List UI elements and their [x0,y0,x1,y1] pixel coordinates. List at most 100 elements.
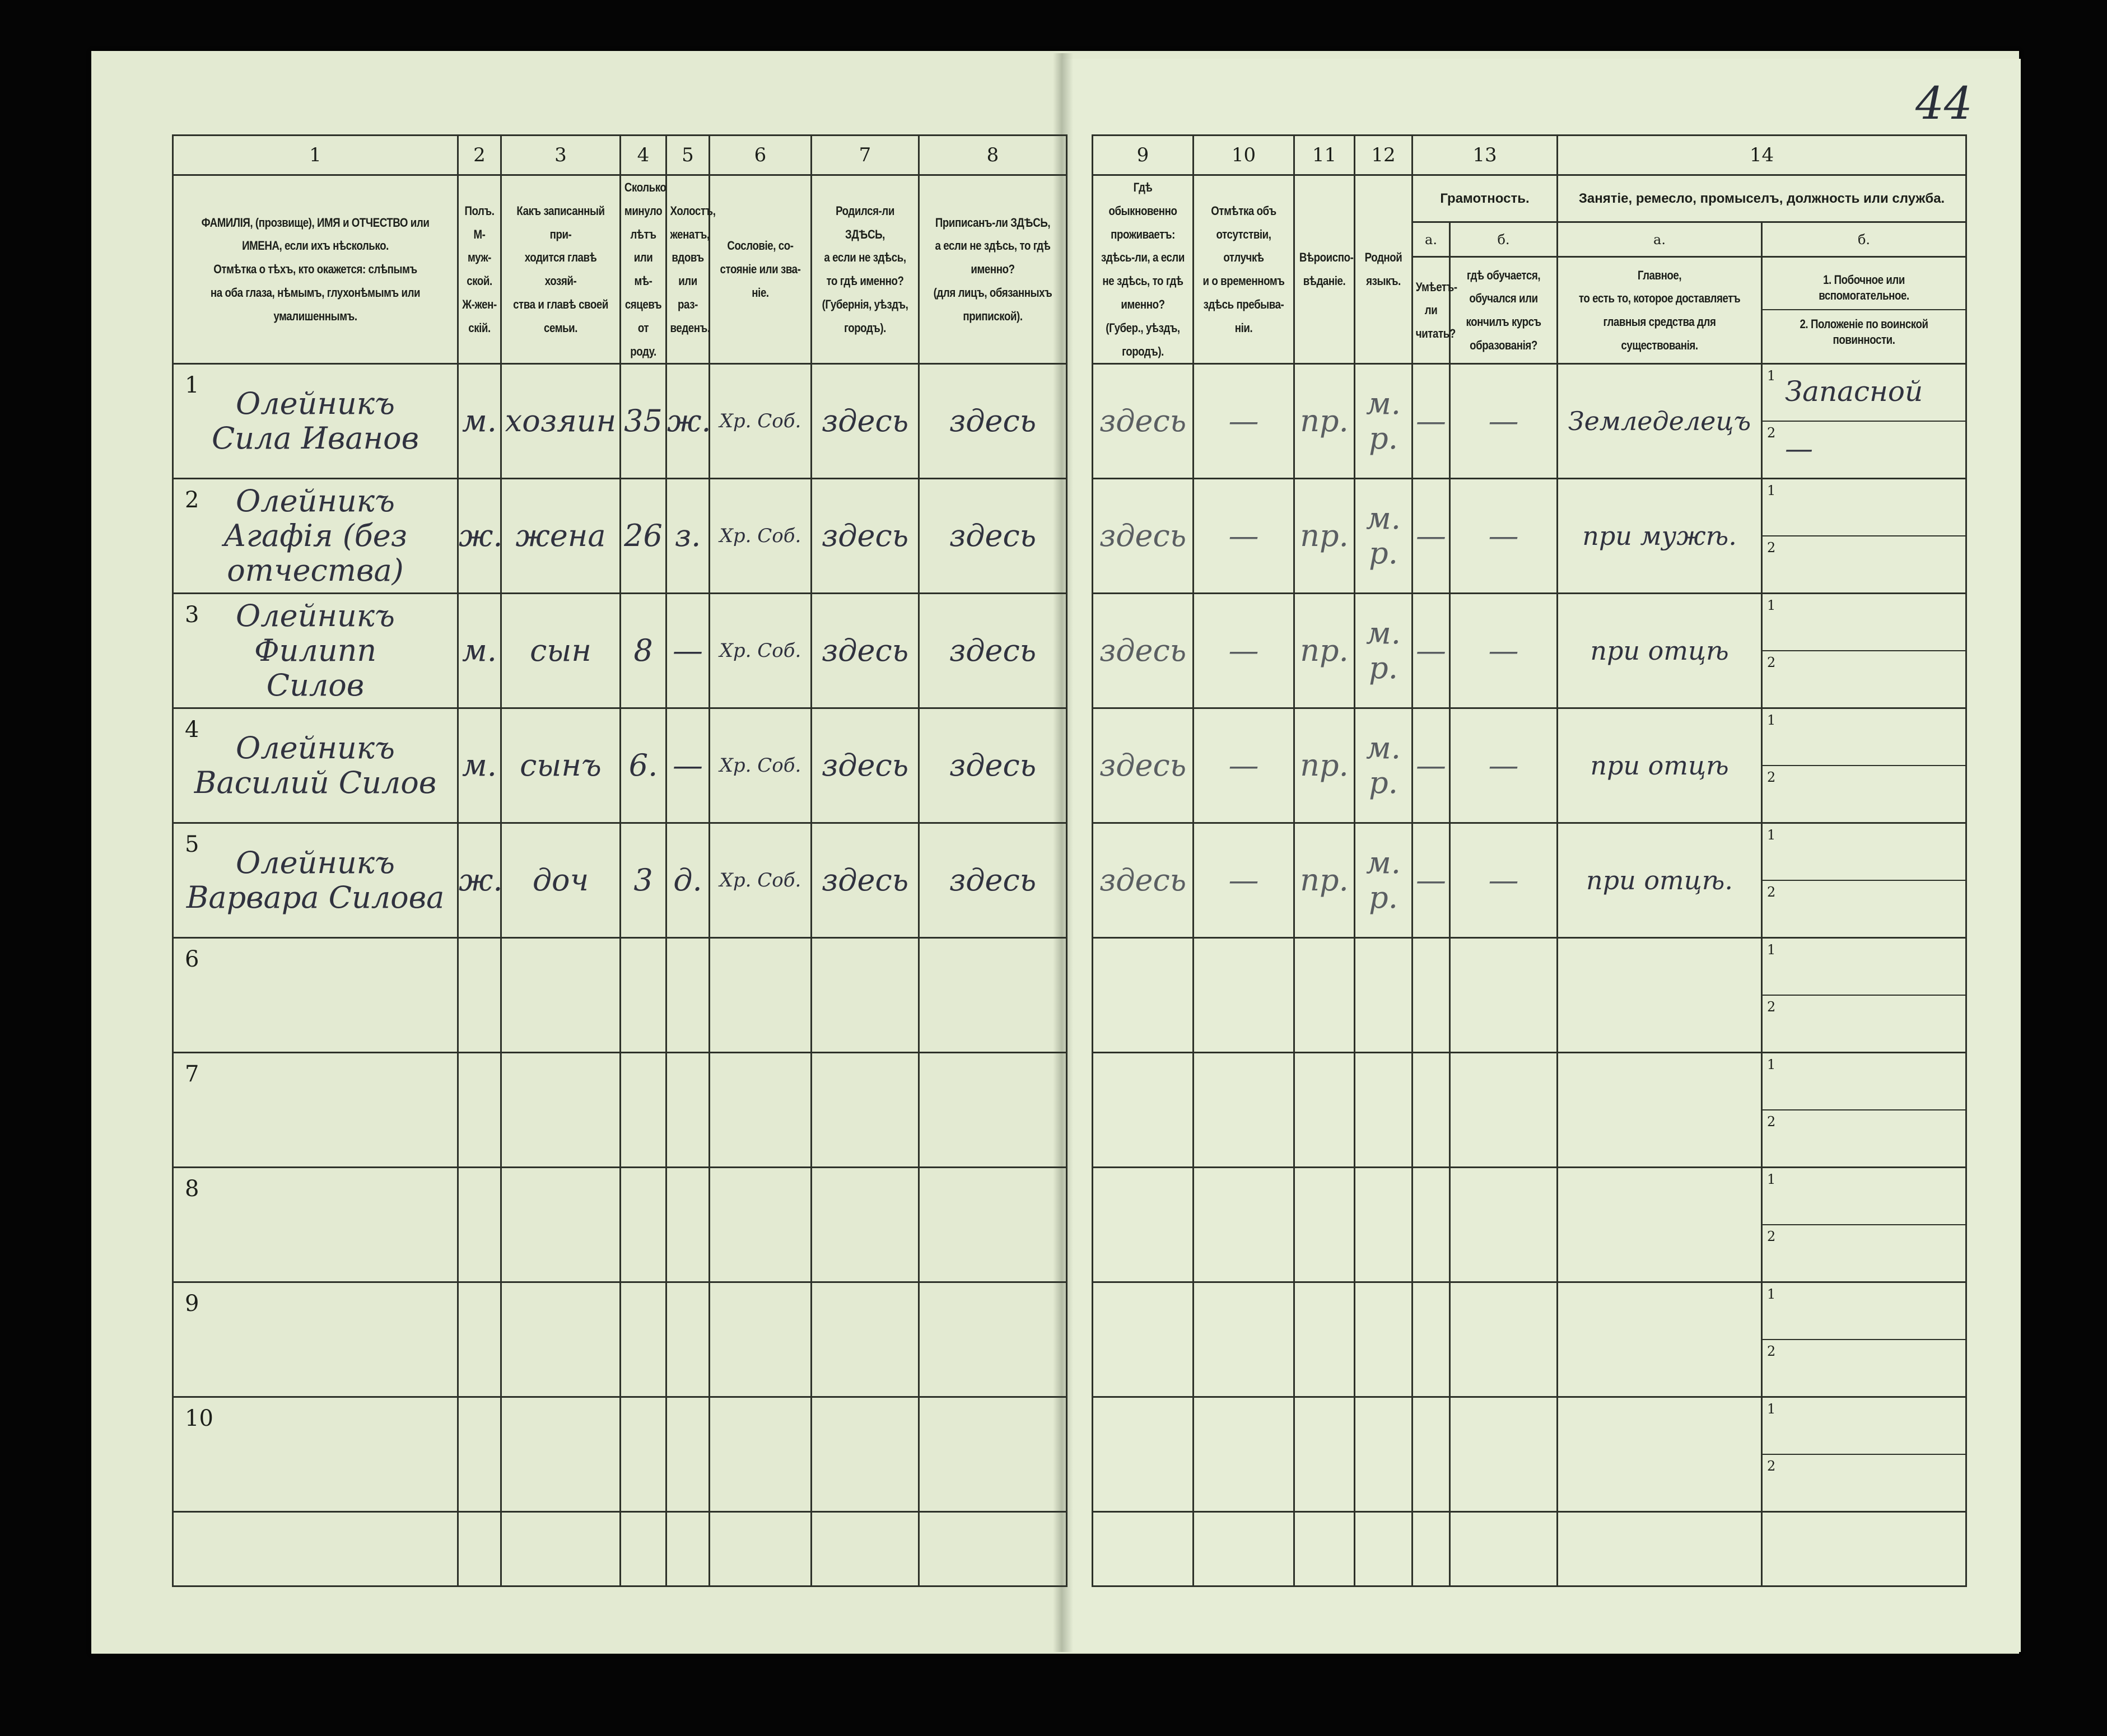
col-number: 10 [1192,134,1295,176]
cell-born [810,937,920,1054]
line-number: 2 [1767,884,1776,900]
cell-absence: — [1192,822,1295,939]
row-number: 7 [185,1061,199,1088]
cell-registered [918,1396,1068,1513]
cell-education: — [1448,363,1559,480]
cell-marital [665,1281,710,1398]
value-reads: — [1416,518,1446,554]
blank-cell [1556,1511,1763,1588]
header-military-status-box: 2. Положеніе по воинской повинности. [1763,310,1965,354]
value-registered: здесь [949,518,1037,554]
value-reads: — [1416,633,1446,669]
header-name-text: ФАМИЛІЯ, (прозвище), ИМЯ и ОТЧЕСТВО или … [201,215,430,323]
line-number: 1 [1767,712,1776,729]
value-religion: пр. [1300,518,1349,554]
cell-born: здесь [810,592,920,710]
cell-registered: здесь [918,363,1068,480]
gutter [1067,594,1093,708]
cell-age [619,1281,667,1398]
line-number: 1 [1767,1401,1776,1417]
cell-language [1354,1166,1413,1284]
blank-cell [1448,1511,1559,1588]
cell-absence [1192,1281,1295,1398]
header-absence-text: Отмѣтка объ отсутствіи, отлучкѣ и о врем… [1202,203,1285,335]
line-number: 2 [1767,425,1776,441]
value-education: — [1488,862,1519,898]
header-born: Родился-ли ЗДѢСЬ, а если не здѣсь, то гд… [810,174,920,365]
cell-registered: здесь [918,822,1068,939]
cell-sex: ж. [457,822,503,939]
value-language: м. р. [1366,501,1401,571]
row-number: 3 [185,602,199,628]
cell-age: 26 [619,478,667,595]
cell-religion: пр. [1293,707,1355,824]
header-marital-text: Холостъ, женатъ, вдовъ или раз- веденъ. [670,203,716,335]
value-relation: сын [530,633,591,669]
cell-name: 2 Олейникъ Агафія (без отчества) [172,478,459,595]
cell-estate: Хр. Соб. [708,592,812,710]
value-age: 6. [628,748,658,783]
value-born: здесь [821,862,909,898]
value-marital: — [673,633,703,669]
gutter [1067,1512,1093,1586]
header-sex: Полъ. М-муж- ской. Ж-жен- скій. [457,174,502,365]
value-reads: — [1416,862,1446,898]
value-religion: пр. [1300,862,1349,898]
cell-registered: здесь [918,707,1068,824]
line-number: 2 [1767,655,1776,671]
value-resides: здесь [1099,633,1187,669]
table-row: 4 Олейникъ Василий Силов м. сынъ 6. — Хр. Соб.… [172,707,1968,824]
cell-born [810,1166,920,1284]
cell-education [1448,1052,1559,1169]
cell-sex [457,1396,502,1513]
table-row: 7 1 2 [172,1052,1968,1169]
cell-education [1448,1396,1559,1513]
row-number: 10 [185,1406,213,1432]
value-estate: Хр. Соб. [719,869,801,892]
secondary-line: 2 [1763,1455,1965,1511]
cell-sex: ж. [457,478,503,595]
header-sex-text: Полъ. М-муж- ской. Ж-жен- скій. [462,203,497,335]
cell-resides [1092,1052,1194,1169]
cell-occupation: при отцѣ. [1556,822,1763,939]
header-age-text: Сколько минуло лѣтъ или мѣ- сяцевъ от ро… [624,180,666,358]
header-registered-text: Приписанъ-ли ЗДѢСЬ, а если не здѣсь, то … [933,215,1052,323]
line-number: 2 [1767,1229,1776,1245]
line-number: 1 [1767,942,1776,958]
header-estate-text: Сословіе, со- стояніе или зва- ніе. [720,239,801,300]
header-resides-text: Гдѣ обыкновенно проживаетъ: здѣсь-ли, а … [1101,180,1185,358]
table-row: 2 Олейникъ Агафія (без отчества) ж. жена 26 з… [172,478,1968,595]
cell-language: м. р. [1354,822,1413,939]
cell-relation [500,1052,621,1169]
line-number: 1 [1767,1057,1776,1073]
cell-resides [1092,937,1194,1054]
secondary-line: 2 [1763,1110,1965,1166]
header-literacy-a: а. [1411,221,1451,258]
secondary-line: 1 [1763,479,1966,537]
blank-cell [1192,1511,1295,1588]
cell-relation: доч [500,822,621,939]
cell-estate: Хр. Соб. [708,822,812,939]
line-number: 1 [1767,598,1776,614]
cell-occupation: при мужѣ. [1556,478,1763,595]
cell-reads [1411,1396,1451,1513]
value-born: здесь [821,518,909,554]
cell-sex: м. [457,592,502,710]
col-number: 2 [457,134,502,176]
cell-reads: — [1411,707,1451,824]
value-age: 8 [633,633,653,669]
value-relation: жена [515,518,606,554]
header-occupation-b: б. [1761,221,1968,258]
value-occupation: при отцѣ [1590,635,1729,666]
value-language: м. р. [1366,386,1401,456]
line-number: 1 [1767,1172,1776,1188]
cell-estate: Хр. Соб. [708,363,812,480]
cell-occupation [1556,1052,1763,1169]
person-name: Олейникъ Агафія (без отчества) [223,483,408,589]
cell-occupation [1556,937,1763,1054]
secondary-line: 2 [1763,651,1965,707]
cell-name: 3 Олейникъ Филипп Силов [172,592,459,710]
cell-reads: — [1411,478,1451,595]
